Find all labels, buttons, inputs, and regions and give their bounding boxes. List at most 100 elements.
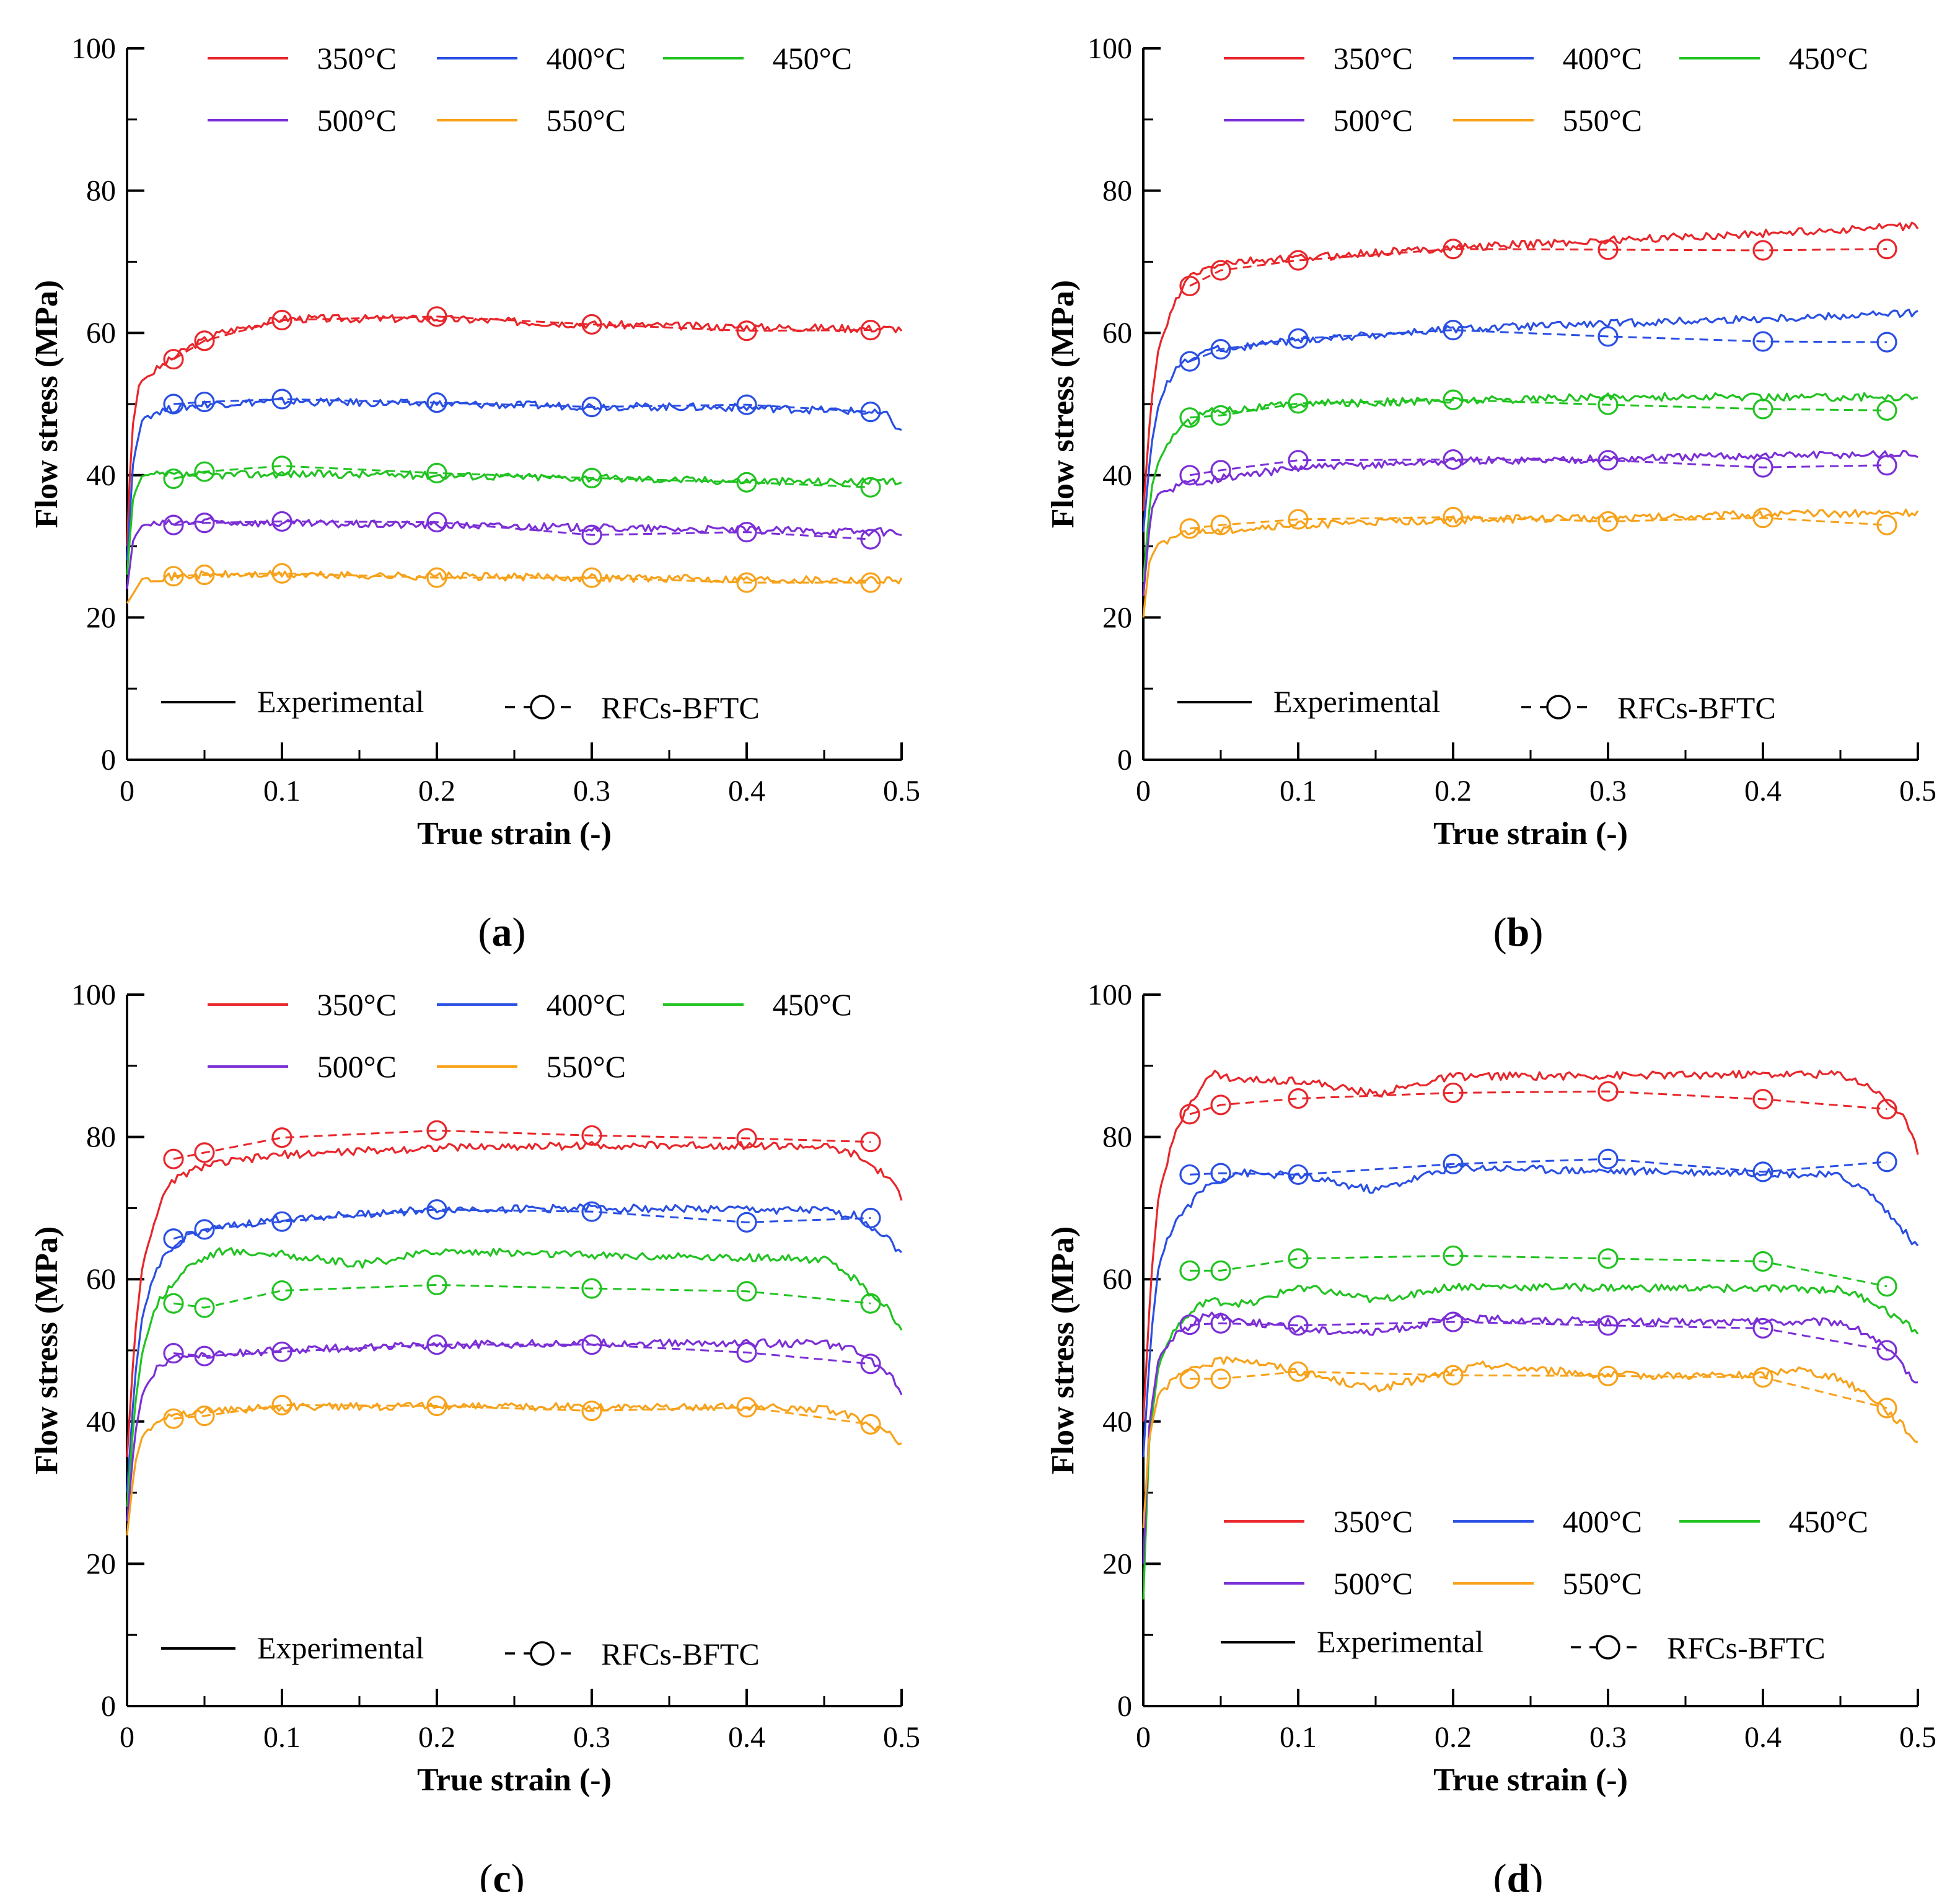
- model-point: [1288, 1315, 1309, 1336]
- model-point: [194, 1406, 215, 1427]
- model-point: [1288, 1248, 1309, 1269]
- legend-label: 550°C: [1563, 1566, 1642, 1601]
- model-point: [1288, 1088, 1309, 1109]
- model-line-350°C: [173, 315, 871, 360]
- model-point: [581, 467, 602, 488]
- model-line-500°C: [173, 1344, 871, 1365]
- model-point: [1876, 1276, 1897, 1297]
- series-group: [126, 306, 903, 604]
- axes: 0 20 40 60 80 100 0 0.1 0.2 0.3 0.4 0.5 True strain …: [1045, 32, 1936, 851]
- model-point: [1443, 320, 1464, 341]
- chart-a: 0 20 40 60 80 100 0 0.1 0.2 0.3 0.4 0.5 True strain …: [29, 32, 920, 955]
- model-line-400°C: [1189, 329, 1887, 363]
- model-point: [1210, 1313, 1231, 1334]
- model-point: [1597, 511, 1619, 532]
- model-point: [1179, 351, 1200, 372]
- model-line-350°C: [1189, 1090, 1887, 1115]
- legend-label: 350°C: [317, 41, 397, 76]
- y-axis-title: Flow stress (MPa): [1045, 280, 1081, 529]
- x-tick-label: 0.4: [728, 775, 765, 807]
- panel-label: (c): [479, 1856, 524, 1892]
- model-point: [581, 314, 602, 335]
- x-tick-label: 0.2: [418, 1721, 455, 1754]
- legend-label: 550°C: [547, 103, 626, 138]
- chart-panel-b: 0 20 40 60 80 100 0 0.1 0.2 0.3 0.4 0.5 True strain …: [1016, 0, 1958, 955]
- model-point: [271, 1211, 292, 1232]
- experimental-line-450°C: [126, 469, 902, 575]
- model-point: [426, 1199, 447, 1220]
- model-point: [581, 1201, 602, 1222]
- model-point: [860, 1293, 881, 1314]
- model-point: [1210, 339, 1231, 360]
- model-point: [736, 472, 757, 493]
- x-tick-label: 0.1: [263, 775, 301, 807]
- model-line-400°C: [173, 1208, 871, 1240]
- panel-label: (a): [478, 910, 526, 955]
- model-point: [163, 1408, 184, 1429]
- model-point: [1288, 1164, 1309, 1186]
- model-point: [1443, 1082, 1464, 1104]
- legend-label: 400°C: [547, 987, 626, 1022]
- model-point: [426, 567, 447, 588]
- model-point: [1210, 260, 1231, 281]
- panel-label: (d): [1493, 1856, 1544, 1892]
- legend: 350°C 400°C 450°C 500°C 550°C Experimental RFC…: [161, 987, 852, 1671]
- model-point: [163, 394, 184, 415]
- legend-label: 350°C: [1334, 1504, 1413, 1539]
- model-point: [1179, 407, 1200, 428]
- model-point: [1876, 1099, 1897, 1120]
- model-point: [1752, 1251, 1773, 1272]
- model-point: [1210, 1260, 1231, 1282]
- x-tick-label: 0.3: [1589, 775, 1627, 807]
- model-point: [1876, 1340, 1897, 1361]
- series-group: [126, 1120, 903, 1536]
- model-point: [271, 455, 292, 477]
- chart-panel-c: 0 20 40 60 80 100 0 0.1 0.2 0.3 0.4 0.5 True strain …: [0, 946, 980, 1892]
- x-axis-title: True strain (-): [417, 816, 612, 851]
- experimental-line-550°C: [126, 1401, 902, 1536]
- y-tick-label: 40: [1102, 459, 1132, 492]
- model-point: [1752, 240, 1773, 261]
- model-point: [163, 1228, 184, 1249]
- model-point: [1210, 460, 1231, 481]
- model-point: [581, 396, 602, 418]
- model-point: [1210, 1094, 1231, 1115]
- model-point: [860, 529, 881, 550]
- legend-label: 500°C: [317, 1049, 397, 1084]
- model-line-350°C: [173, 1129, 871, 1160]
- experimental-line-500°C: [126, 516, 902, 589]
- model-line-500°C: [173, 520, 871, 540]
- model-line-550°C: [173, 1404, 871, 1425]
- model-line-550°C: [1189, 516, 1887, 530]
- model-point: [426, 1334, 447, 1355]
- experimental-line-450°C: [1142, 1282, 1919, 1599]
- legend-label-experimental: Experimental: [1273, 684, 1440, 719]
- model-point: [860, 572, 881, 593]
- model-point: [426, 1274, 447, 1295]
- x-tick-label: 0.5: [1899, 775, 1936, 807]
- model-point: [271, 1280, 292, 1301]
- chart-b: 0 20 40 60 80 100 0 0.1 0.2 0.3 0.4 0.5 True strain …: [1045, 32, 1936, 955]
- model-point: [1179, 275, 1200, 297]
- x-tick-label: 0.5: [1899, 1721, 1936, 1754]
- model-point: [736, 1397, 757, 1418]
- model-point: [860, 1414, 881, 1435]
- model-line-350°C: [1189, 248, 1887, 287]
- x-tick-label: 0.5: [883, 1721, 920, 1754]
- legend-marker-model: [530, 695, 555, 719]
- model-line-450°C: [1190, 1254, 1887, 1288]
- legend-marker-model: [1546, 695, 1571, 719]
- y-tick-label: 60: [86, 317, 116, 350]
- chart-c: 0 20 40 60 80 100 0 0.1 0.2 0.3 0.4 0.5 True strain …: [29, 979, 920, 1892]
- model-line-500°C: [1189, 458, 1887, 477]
- model-line-500°C: [1189, 1321, 1887, 1352]
- model-point: [1752, 398, 1773, 420]
- model-point: [1288, 328, 1309, 349]
- model-line-450°C: [173, 1283, 871, 1309]
- model-point: [1752, 1318, 1773, 1339]
- x-tick-label: 0.3: [1589, 1721, 1627, 1754]
- model-line-550°C: [173, 572, 871, 584]
- legend: 350°C 400°C 450°C 500°C 550°C Experimental RFC…: [1177, 41, 1868, 725]
- experimental-line-500°C: [1142, 449, 1918, 597]
- model-line-550°C: [1190, 1370, 1887, 1409]
